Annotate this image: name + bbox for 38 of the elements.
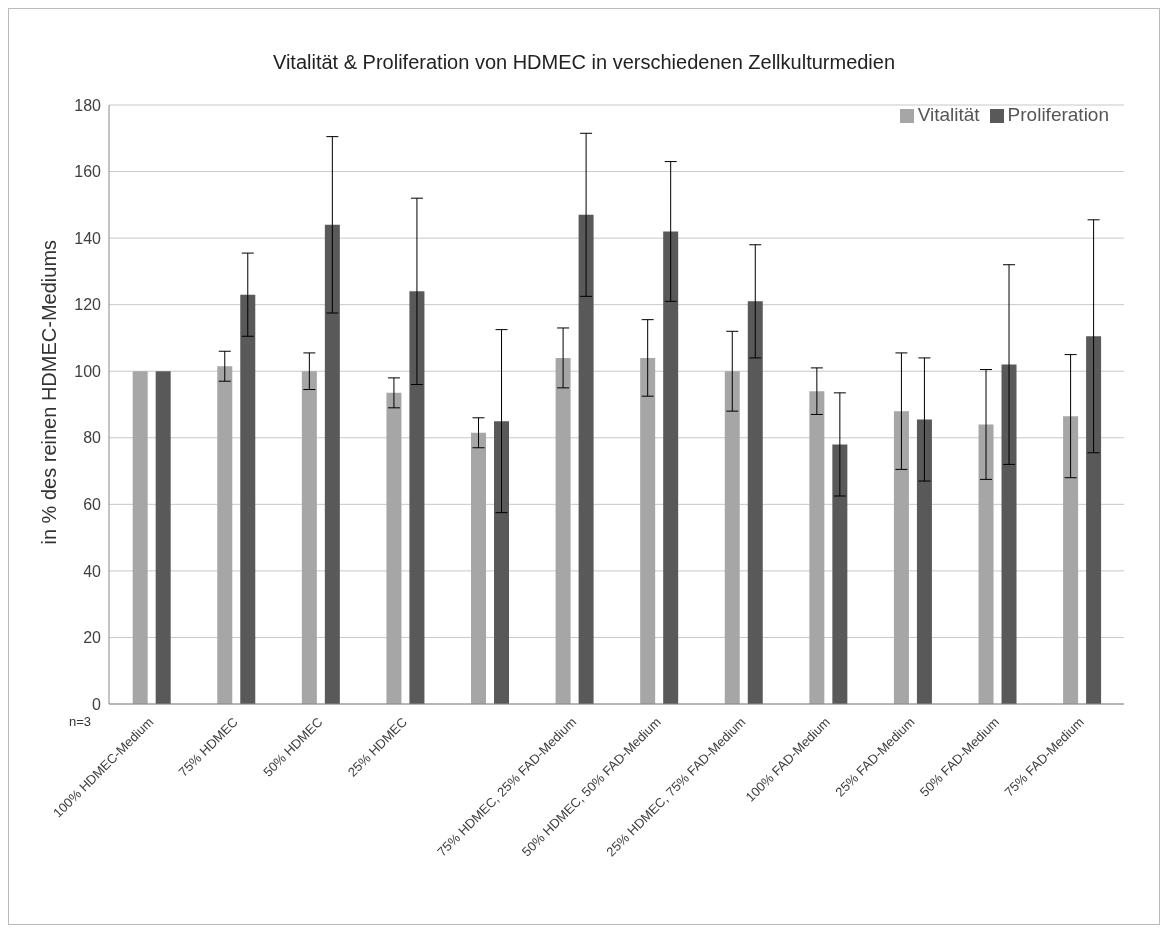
bar <box>1063 416 1079 704</box>
bar <box>978 424 994 704</box>
bar <box>324 224 340 704</box>
y-tick-label: 0 <box>92 695 102 713</box>
y-tick-label: 160 <box>74 163 102 181</box>
legend-label: Proliferation <box>1007 104 1109 125</box>
bar <box>132 371 148 704</box>
y-tick-label: 20 <box>83 629 102 647</box>
bar <box>155 371 171 704</box>
bar <box>832 444 848 704</box>
y-tick-label: 180 <box>74 96 102 114</box>
y-tick-label: 40 <box>83 562 102 580</box>
bar <box>555 357 571 704</box>
bar <box>494 421 510 704</box>
y-tick-label: 80 <box>83 429 102 447</box>
legend-label: Vitalität <box>917 104 980 125</box>
bar <box>471 432 487 704</box>
bar <box>747 301 763 704</box>
bar <box>301 371 317 704</box>
y-tick-label: 100 <box>74 362 102 380</box>
bar <box>409 291 425 704</box>
y-axis-title: in % des reinen HDMEC-Mediums <box>38 239 61 545</box>
bar <box>663 231 679 704</box>
bar <box>578 214 594 704</box>
chart-title: Vitalität & Proliferation von HDMEC in verschiedenen Zellkulturmedien <box>271 51 897 74</box>
bar <box>217 366 233 704</box>
bar <box>724 371 740 704</box>
bar <box>1001 364 1017 704</box>
bar <box>809 391 825 704</box>
bar <box>640 357 656 704</box>
y-tick-label: 120 <box>74 296 102 314</box>
bar <box>386 392 402 704</box>
y-tick-label: 60 <box>83 496 102 514</box>
y-tick-label: 140 <box>74 229 102 247</box>
bar <box>916 419 932 704</box>
bar <box>1086 336 1102 704</box>
bar <box>893 411 909 704</box>
bar <box>240 294 256 704</box>
